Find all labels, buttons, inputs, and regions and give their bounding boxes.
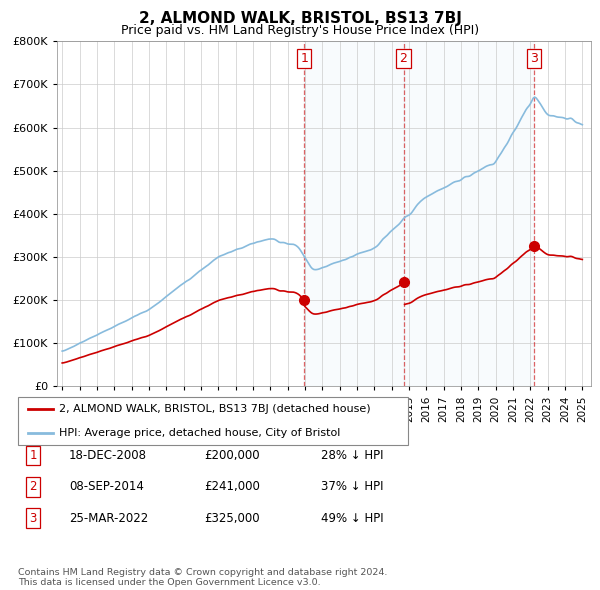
- Text: 37% ↓ HPI: 37% ↓ HPI: [321, 480, 383, 493]
- Text: HPI: Average price, detached house, City of Bristol: HPI: Average price, detached house, City…: [59, 428, 340, 438]
- Text: 08-SEP-2014: 08-SEP-2014: [69, 480, 144, 493]
- Text: 2: 2: [29, 480, 37, 493]
- Text: 3: 3: [530, 52, 538, 65]
- Text: 2: 2: [400, 52, 407, 65]
- Text: 1: 1: [29, 449, 37, 462]
- Bar: [404, 41, 534, 386]
- Bar: [304, 41, 404, 386]
- Text: 3: 3: [29, 512, 37, 525]
- Text: 49% ↓ HPI: 49% ↓ HPI: [321, 512, 383, 525]
- Text: 2, ALMOND WALK, BRISTOL, BS13 7BJ: 2, ALMOND WALK, BRISTOL, BS13 7BJ: [139, 11, 461, 25]
- Text: 25-MAR-2022: 25-MAR-2022: [69, 512, 148, 525]
- Text: 28% ↓ HPI: 28% ↓ HPI: [321, 449, 383, 462]
- Text: £200,000: £200,000: [204, 449, 260, 462]
- Text: 1: 1: [301, 52, 308, 65]
- Text: Contains HM Land Registry data © Crown copyright and database right 2024.
This d: Contains HM Land Registry data © Crown c…: [18, 568, 388, 587]
- Text: £241,000: £241,000: [204, 480, 260, 493]
- Text: 2, ALMOND WALK, BRISTOL, BS13 7BJ (detached house): 2, ALMOND WALK, BRISTOL, BS13 7BJ (detac…: [59, 404, 371, 414]
- Text: £325,000: £325,000: [204, 512, 260, 525]
- Text: Price paid vs. HM Land Registry's House Price Index (HPI): Price paid vs. HM Land Registry's House …: [121, 24, 479, 37]
- Text: 18-DEC-2008: 18-DEC-2008: [69, 449, 147, 462]
